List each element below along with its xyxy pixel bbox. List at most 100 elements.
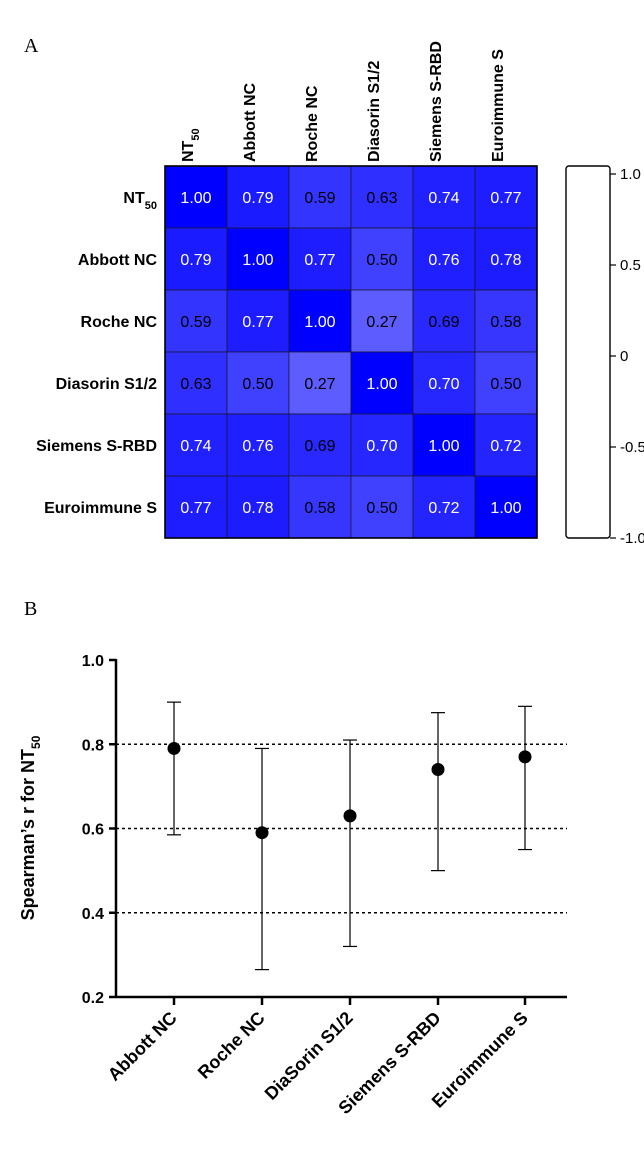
data-point [518, 750, 532, 764]
heatmap-cell-value: 0.69 [304, 438, 335, 455]
heatmap-row-label: NT50 [123, 190, 157, 212]
colorbar-tick-label: 0.5 [620, 257, 641, 274]
panel-a-label: A [24, 35, 39, 57]
y-tick-label: 0.8 [82, 737, 104, 754]
heatmap-cell-value: 1.00 [428, 438, 459, 455]
heatmap-cell-value: 0.76 [428, 252, 459, 269]
heatmap-cell-value: 0.78 [242, 500, 273, 517]
heatmap-cell-value: 0.72 [490, 438, 521, 455]
heatmap-row-label: Euroimmune S [44, 500, 157, 517]
heatmap-row-label: Diasorin S1/2 [56, 376, 157, 393]
data-point [167, 741, 181, 755]
heatmap-cell-value: 0.59 [180, 314, 211, 331]
heatmap-col-label: Roche NC [304, 85, 321, 162]
x-category-label: DiaSorin S1/2 [261, 1008, 357, 1104]
heatmap-cell [412, 475, 476, 539]
heatmap-cell [164, 351, 228, 415]
heatmap-cell [412, 351, 476, 415]
heatmap-cell-value: 0.50 [490, 376, 521, 393]
heatmap-cell-value: 0.79 [180, 252, 211, 269]
heatmap-cell [350, 165, 414, 229]
heatmap-cell [474, 475, 538, 539]
heatmap-cell [412, 413, 476, 477]
heatmap-cell [474, 289, 538, 353]
colorbar-tick-label: -0.5 [620, 439, 644, 456]
heatmap-col-label: Siemens S-RBD [428, 41, 445, 162]
heatmap-row-label: Siemens S-RBD [36, 438, 157, 455]
heatmap-cell [226, 289, 290, 353]
heatmap-col-label: NT50 [180, 128, 202, 162]
heatmap-cell-value: 0.50 [366, 252, 397, 269]
heatmap-cell-value: 1.00 [242, 252, 273, 269]
heatmap-cell [350, 289, 414, 353]
heatmap-cell-value: 0.27 [304, 376, 335, 393]
heatmap: 1.00 0.79 0.59 0.63 0.74 0.77 0.79 1.00 0.77 0.50… [36, 41, 538, 539]
heatmap-cell [164, 413, 228, 477]
heatmap-cell [226, 351, 290, 415]
heatmap-cell [350, 413, 414, 477]
scatter-plot: 0.2 0.4 0.6 0.8 1.0 Spearman’s r for NT50 Abbo… [18, 653, 567, 1118]
heatmap-cell [474, 165, 538, 229]
heatmap-cell-value: 0.74 [428, 190, 459, 207]
heatmap-cell-value: 0.27 [366, 314, 397, 331]
heatmap-cell-value: 0.70 [366, 438, 397, 455]
heatmap-cell [412, 289, 476, 353]
data-point [343, 809, 357, 823]
heatmap-cell-value: 0.77 [490, 190, 521, 207]
colorbar-tick-label: 0 [620, 348, 628, 365]
heatmap-row-label: Roche NC [81, 314, 158, 331]
colorbar-bar [565, 165, 611, 539]
heatmap-cell [164, 289, 228, 353]
heatmap-cell-value: 0.63 [180, 376, 211, 393]
y-tick-label: 1.0 [82, 653, 104, 670]
heatmap-cell-value: 0.76 [242, 438, 273, 455]
heatmap-col-label: Diasorin S1/2 [366, 61, 383, 162]
heatmap-cell [412, 165, 476, 229]
data-point [431, 763, 445, 777]
x-category-label: Euroimmune S [428, 1008, 532, 1112]
heatmap-cell-value: 0.78 [490, 252, 521, 269]
heatmap-cell [164, 475, 228, 539]
heatmap-cell-value: 1.00 [366, 376, 397, 393]
heatmap-cell-value: 0.79 [242, 190, 273, 207]
heatmap-cell-value: 0.74 [180, 438, 211, 455]
heatmap-cell-value: 0.69 [428, 314, 459, 331]
heatmap-cell [226, 227, 290, 291]
heatmap-cell [350, 227, 414, 291]
heatmap-cell-value: 0.58 [304, 500, 335, 517]
heatmap-cell-value: 0.77 [242, 314, 273, 331]
y-tick-label: 0.4 [82, 906, 104, 923]
heatmap-cell-value: 0.72 [428, 500, 459, 517]
heatmap-cell [350, 351, 414, 415]
heatmap-border [164, 165, 538, 539]
heatmap-cell-value: 1.00 [490, 500, 521, 517]
heatmap-cell-value: 0.50 [366, 500, 397, 517]
heatmap-cell-value: 0.58 [490, 314, 521, 331]
heatmap-cell [288, 413, 352, 477]
heatmap-cell-value: 1.00 [304, 314, 335, 331]
colorbar-tick-label: 1.0 [620, 166, 641, 183]
heatmap-cell-value: 0.77 [180, 500, 211, 517]
heatmap-cell [288, 351, 352, 415]
heatmap-row-label: Abbott NC [78, 252, 158, 269]
colorbar-tick-label: -1.0 [620, 530, 644, 547]
heatmap-cell [226, 165, 290, 229]
colorbar: 1.0 0.5 0 -0.5 -1.0 [565, 165, 644, 547]
y-tick-label: 0.6 [82, 822, 104, 839]
heatmap-col-label: Euroimmune S [490, 49, 507, 162]
heatmap-cell [474, 227, 538, 291]
x-category-label: Abbott NC [104, 1008, 181, 1085]
x-category-label: Roche NC [194, 1008, 269, 1083]
y-axis-title: Spearman’s r for NT50 [18, 735, 43, 920]
heatmap-cell-value: 0.77 [304, 252, 335, 269]
panel-b-label: B [24, 598, 37, 620]
y-tick-label: 0.2 [82, 990, 104, 1007]
heatmap-col-label: Abbott NC [242, 82, 259, 162]
data-point [255, 826, 269, 840]
heatmap-cell-value: 0.70 [428, 376, 459, 393]
heatmap-cell-value: 0.50 [242, 376, 273, 393]
heatmap-cell-value: 1.00 [180, 190, 211, 207]
heatmap-cell-value: 0.63 [366, 190, 397, 207]
heatmap-cell-value: 0.59 [304, 190, 335, 207]
